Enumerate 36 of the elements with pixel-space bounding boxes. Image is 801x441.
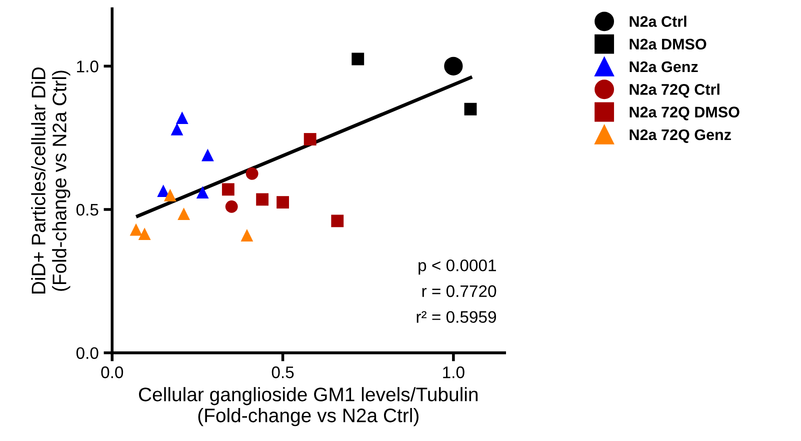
point	[276, 196, 289, 209]
point	[196, 186, 209, 198]
x-tick-label: 1.0	[443, 366, 464, 378]
point	[444, 56, 463, 76]
point	[222, 183, 234, 196]
point	[225, 200, 238, 213]
point	[201, 148, 214, 162]
x-axis-title: Cellular ganglioside GM1 levels/Tubulin (Fold-change vs N2a Ctrl)	[138, 387, 478, 426]
y-axis-title: DiD+ Particles/cellular DiD (Fold-change vs N2a Ctrl)	[31, 67, 70, 294]
point	[164, 188, 176, 202]
annotation: p < 0.0001	[418, 259, 496, 275]
point	[464, 102, 477, 116]
y-tick-label: 0.5	[76, 204, 98, 216]
legend-label: N2a 72Q DMSO	[630, 106, 740, 120]
legend-label: N2a DMSO	[630, 38, 706, 50]
point	[176, 112, 188, 124]
legend-label: N2a 72Q Ctrl	[630, 84, 720, 98]
annotation: r = 0.7720	[422, 285, 496, 298]
y-tick-label: 0.0	[76, 347, 98, 360]
point	[304, 133, 316, 146]
point	[256, 193, 269, 206]
point	[130, 223, 142, 236]
x-tick-label: 0.0	[101, 366, 124, 378]
point	[170, 123, 184, 136]
legend-label: N2a Genz	[630, 61, 698, 72]
point	[331, 214, 344, 228]
x-tick-label: 0.5	[272, 366, 294, 378]
annotation: r² = 0.5959	[416, 311, 496, 323]
legend-label: N2a 72Q Genz	[630, 129, 731, 143]
point	[240, 229, 254, 242]
point	[178, 208, 190, 220]
y-tick-label: 1.0	[77, 60, 98, 72]
point	[352, 52, 364, 66]
legend-label: N2a Ctrl	[630, 16, 686, 27]
point	[138, 228, 151, 240]
point	[246, 167, 258, 180]
